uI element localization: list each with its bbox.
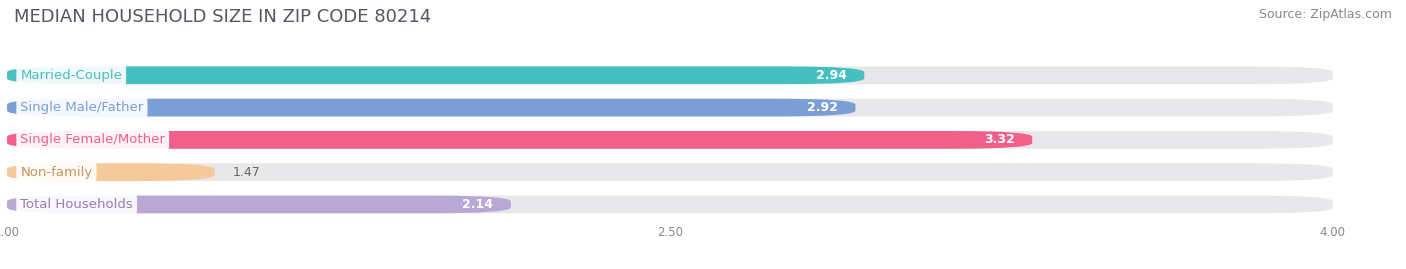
Text: 2.14: 2.14 — [463, 198, 494, 211]
FancyBboxPatch shape — [7, 66, 865, 84]
Text: Married-Couple: Married-Couple — [20, 69, 122, 82]
FancyBboxPatch shape — [7, 131, 1032, 149]
FancyBboxPatch shape — [7, 196, 510, 213]
FancyBboxPatch shape — [7, 99, 855, 116]
Text: Single Female/Mother: Single Female/Mother — [20, 133, 165, 146]
FancyBboxPatch shape — [7, 196, 1333, 213]
FancyBboxPatch shape — [7, 163, 215, 181]
Text: 2.94: 2.94 — [815, 69, 846, 82]
Text: MEDIAN HOUSEHOLD SIZE IN ZIP CODE 80214: MEDIAN HOUSEHOLD SIZE IN ZIP CODE 80214 — [14, 8, 432, 26]
Text: Single Male/Father: Single Male/Father — [20, 101, 143, 114]
FancyBboxPatch shape — [7, 66, 1333, 84]
Text: 1.47: 1.47 — [232, 166, 260, 179]
FancyBboxPatch shape — [7, 163, 1333, 181]
Text: 3.32: 3.32 — [984, 133, 1015, 146]
Text: Source: ZipAtlas.com: Source: ZipAtlas.com — [1258, 8, 1392, 21]
FancyBboxPatch shape — [7, 131, 1333, 149]
Text: Total Households: Total Households — [20, 198, 134, 211]
FancyBboxPatch shape — [7, 99, 1333, 116]
Text: Non-family: Non-family — [20, 166, 93, 179]
Text: 2.92: 2.92 — [807, 101, 838, 114]
